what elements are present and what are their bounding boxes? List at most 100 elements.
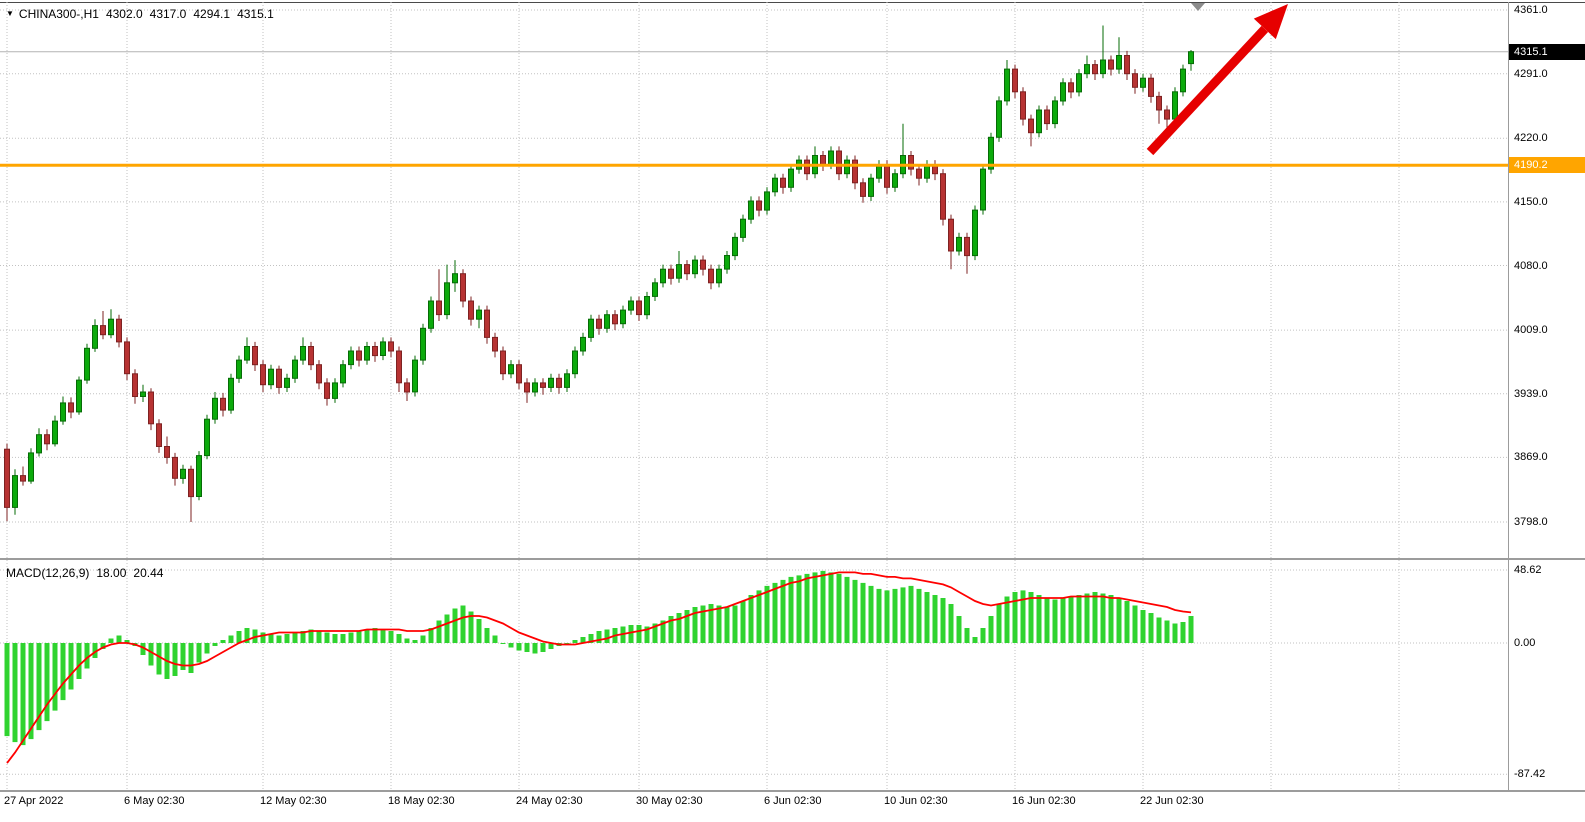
candle: [300, 337, 306, 365]
candle: [628, 296, 634, 315]
candle: [316, 360, 322, 390]
dropdown-triangle-icon: ▼: [6, 9, 14, 18]
candle: [1156, 91, 1162, 124]
candle: [564, 369, 570, 392]
candle: [140, 384, 146, 402]
candle: [12, 469, 18, 515]
time-tick-label: 24 May 02:30: [516, 795, 583, 807]
price-axis[interactable]: 4361.0 4291.0 4220.0 4150.0 4080.0 4009.0 3939…: [1509, 2, 1585, 790]
candle: [844, 155, 850, 179]
candle: [260, 360, 266, 392]
symbol-timeframe-label: CHINA300-,H1: [18, 7, 99, 21]
candle: [292, 355, 298, 383]
candle: [860, 178, 866, 203]
candle: [932, 160, 938, 181]
candle: [1028, 114, 1034, 147]
candle: [1132, 69, 1138, 94]
price-tick-label: 3939.0: [1514, 387, 1548, 400]
candle: [700, 255, 706, 276]
candle: [1116, 37, 1122, 74]
current-price-badge: 4315.1: [1509, 43, 1585, 60]
low-value: 4294.1: [193, 7, 231, 21]
candle: [68, 397, 74, 419]
candle: [148, 388, 154, 431]
candle: [644, 291, 650, 320]
candle: [900, 123, 906, 179]
candle: [876, 160, 882, 183]
candle: [740, 214, 746, 242]
candle: [756, 196, 762, 217]
candle: [28, 448, 34, 484]
candle: [444, 264, 450, 320]
candle: [908, 151, 914, 176]
macd-axis[interactable]: 48.62 0.00 -87.42: [1509, 560, 1585, 790]
candle: [388, 337, 394, 358]
time-tick-label: 18 May 02:30: [388, 795, 455, 807]
macd-name: MACD(12,26,9): [6, 566, 90, 580]
candle: [84, 343, 90, 384]
candle: [732, 232, 738, 261]
candle: [996, 96, 1002, 142]
window-top-border: [0, 2, 1585, 3]
candle: [516, 360, 522, 390]
candle: [164, 436, 170, 464]
candle: [652, 278, 658, 301]
candle: [380, 337, 386, 361]
candle: [1180, 64, 1186, 97]
candle: [1100, 25, 1106, 79]
candle: [1164, 105, 1170, 129]
candle: [20, 466, 26, 486]
price-tick-label: 3798.0: [1514, 516, 1548, 528]
candle: [236, 355, 242, 383]
candle: [212, 392, 218, 424]
candle: [820, 151, 826, 171]
macd-tick-label: 48.62: [1514, 564, 1542, 576]
main-price-chart[interactable]: [0, 2, 1508, 558]
candle: [604, 310, 610, 333]
candle: [812, 146, 818, 179]
panel-divider[interactable]: [0, 558, 1585, 560]
candle: [4, 443, 10, 522]
candle: [1052, 96, 1058, 129]
candle: [620, 305, 626, 329]
candle: [1012, 64, 1018, 99]
time-tick-label: 10 Jun 02:30: [884, 795, 948, 807]
candle: [244, 337, 250, 364]
macd-indicator-chart[interactable]: [0, 560, 1508, 790]
candle: [180, 464, 186, 484]
macd-signal-line: [6, 571, 1192, 764]
candle: [500, 346, 506, 381]
candle: [1020, 87, 1026, 126]
candle: [596, 314, 602, 335]
open-value: 4302.0: [105, 7, 143, 21]
candle: [484, 305, 490, 344]
candle: [436, 269, 442, 321]
macd-main-value: 18.00: [96, 566, 127, 580]
candle: [364, 341, 370, 365]
candle: [308, 341, 314, 371]
candle: [972, 205, 978, 261]
candle: [420, 323, 426, 365]
macd-tick-label: -87.42: [1514, 768, 1546, 781]
candle: [276, 365, 282, 394]
candle: [460, 269, 466, 308]
candle: [340, 360, 346, 388]
candle: [396, 346, 402, 392]
macd-tick-label: 0.00: [1514, 637, 1536, 649]
candle: [36, 428, 42, 457]
candle: [132, 369, 138, 404]
candle: [804, 155, 810, 181]
candle: [204, 414, 210, 460]
candle: [852, 155, 858, 190]
candle: [708, 264, 714, 290]
trend-arrow-object[interactable]: [1146, 4, 1288, 156]
time-tick-label: 27 Apr 2022: [4, 795, 64, 807]
candle: [1068, 78, 1074, 99]
candle: [956, 232, 962, 256]
candle: [1004, 60, 1010, 106]
close-value: 4315.1: [237, 7, 274, 21]
candle: [92, 319, 98, 352]
candle: [748, 196, 754, 224]
time-axis[interactable]: 27 Apr 2022 6 May 02:30 12 May 02:30 18 May…: [0, 792, 1585, 820]
